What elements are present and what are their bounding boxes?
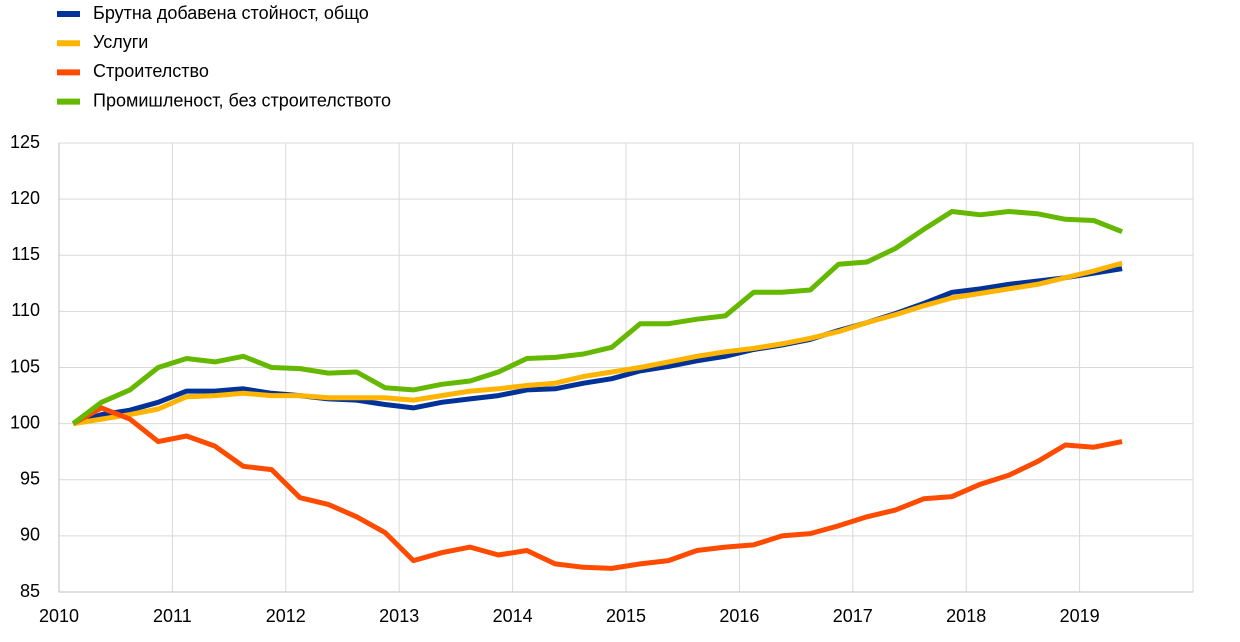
y-tick-label: 100 bbox=[10, 412, 40, 432]
legend-label: Услуги bbox=[93, 32, 148, 52]
x-tick-label: 2014 bbox=[493, 606, 533, 626]
legend-label: Строителство bbox=[93, 61, 209, 81]
x-tick-label: 2016 bbox=[719, 606, 759, 626]
x-tick-label: 2011 bbox=[153, 606, 192, 626]
series-line bbox=[72, 266, 1123, 426]
y-tick-label: 120 bbox=[10, 188, 40, 208]
y-tick-label: 115 bbox=[11, 244, 40, 264]
x-tick-label: 2019 bbox=[1060, 606, 1100, 626]
series-line bbox=[71, 209, 1124, 426]
y-tick-label: 105 bbox=[10, 356, 40, 376]
x-tick-label: 2018 bbox=[946, 606, 986, 626]
x-tick-label: 2010 bbox=[39, 606, 79, 626]
series-line bbox=[71, 405, 1123, 571]
y-tick-label: 110 bbox=[11, 300, 40, 320]
y-tick-label: 85 bbox=[20, 581, 40, 601]
legend-label: Промишленост, без строителството bbox=[93, 90, 391, 110]
series-line bbox=[72, 260, 1123, 427]
x-tick-label: 2017 bbox=[833, 606, 873, 626]
y-tick-label: 125 bbox=[10, 132, 40, 152]
y-tick-label: 95 bbox=[20, 469, 40, 489]
x-tick-label: 2013 bbox=[379, 606, 419, 626]
x-tick-label: 2015 bbox=[606, 606, 646, 626]
legend-label: Брутна добавена стойност, общо bbox=[93, 3, 369, 23]
y-tick-label: 90 bbox=[20, 525, 40, 545]
x-tick-label: 2012 bbox=[266, 606, 306, 626]
